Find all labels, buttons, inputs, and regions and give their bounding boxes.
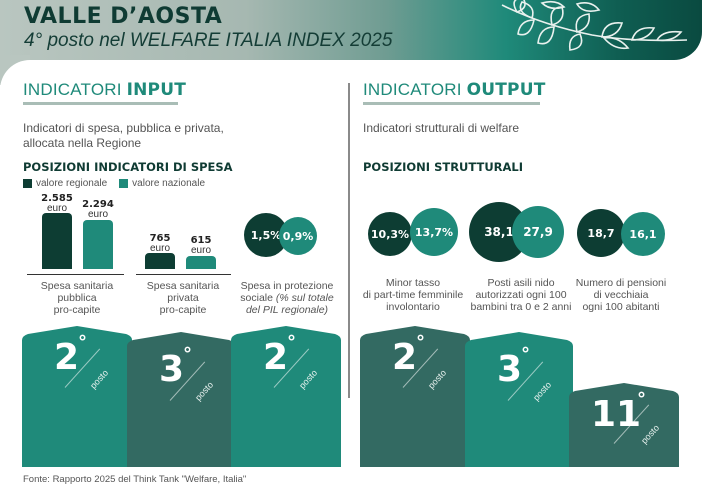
legend-label-national: valore nazionale	[132, 178, 205, 189]
caption-line: pro-capite	[159, 304, 207, 316]
input-title-light: INDICATORI	[23, 80, 127, 99]
caption-line: Spesa sanitaria	[146, 280, 220, 292]
value-number: 2.294	[82, 199, 114, 210]
bar-public-national	[83, 220, 113, 269]
rank-degree: °	[287, 332, 296, 353]
value-number: 615	[190, 235, 212, 246]
bar-public-regional	[42, 213, 72, 269]
rank-number: 2	[54, 337, 80, 378]
value-number: 765	[149, 233, 171, 244]
bar-private-regional	[145, 253, 175, 269]
caption-line: sociale	[240, 292, 276, 304]
circle-pensions-regional: 18,7	[577, 209, 625, 257]
rank-badge-public-health: 2 ° posto	[22, 326, 132, 467]
rank-degree: °	[183, 344, 192, 365]
input-positions-title: POSIZIONI INDICATORI DI SPESA	[23, 160, 233, 174]
value-unit: euro	[87, 209, 108, 220]
legend-label-regional: valore regionale	[36, 178, 108, 189]
rank-number: 3	[159, 349, 185, 390]
section-divider	[348, 83, 350, 398]
caption-line: privata	[167, 292, 199, 304]
caption-social-protection: Spesa in protezione sociale (% sul total…	[232, 280, 342, 316]
circle-parttime-regional: 10,3%	[368, 212, 412, 256]
rank-number: 2	[392, 337, 418, 378]
caption-parttime: Minor tasso di part-time femminile invol…	[358, 277, 468, 313]
bar-value-public-national: 2.294 euro	[73, 200, 123, 220]
value-unit: euro	[149, 243, 170, 254]
source-footnote: Fonte: Rapporto 2025 del Think Tank "Wel…	[23, 474, 247, 485]
bar-value-private-national: 615 euro	[176, 236, 226, 256]
bar-value-private-regional: 765 euro	[135, 234, 185, 254]
rank-badge-pensions: 11 ° posto	[569, 383, 679, 467]
rank-badge-parttime: 2 ° posto	[360, 326, 470, 467]
bar-baseline-private	[136, 274, 231, 275]
rank-degree: °	[416, 332, 425, 353]
bar-value-public-regional: 2.585 euro	[32, 194, 82, 214]
output-positions-title: POSIZIONI STRUTTURALI	[363, 160, 524, 174]
value-unit: euro	[190, 245, 211, 256]
caption-line: involontario	[386, 301, 440, 313]
leaf-branch-icon	[501, 0, 688, 51]
rank-number: 3	[497, 349, 523, 390]
ranking-subtitle: 4° posto nel WELFARE ITALIA INDEX 2025	[24, 30, 393, 51]
caption-line: bambini tra 0 e 2 anni	[470, 301, 572, 313]
output-description: Indicatori strutturali di welfare	[363, 121, 520, 135]
caption-public-health: Spesa sanitaria pubblica pro-capite	[27, 280, 127, 316]
rank-degree: °	[78, 332, 87, 353]
output-title-underline	[363, 102, 540, 105]
region-title: VALLE D’AOSTA	[24, 4, 223, 29]
rank-number: 2	[263, 337, 289, 378]
legend-national: valore nazionale	[119, 178, 205, 189]
caption-pensions: Numero di pensioni di vecchiaia ogni 100…	[566, 277, 676, 313]
caption-line: Posti asili nido	[487, 277, 555, 289]
value-unit: euro	[46, 203, 67, 214]
legend-swatch-regional	[23, 179, 32, 188]
caption-line: Spesa sanitaria	[40, 280, 114, 292]
value-number: 2.585	[41, 193, 73, 204]
caption-line: pro-capite	[53, 304, 101, 316]
caption-line: autorizzati ogni 100	[475, 289, 567, 301]
input-section-title: INDICATORI INPUT	[23, 80, 186, 100]
input-description-line1: Indicatori di spesa, pubblica e privata,	[23, 121, 224, 135]
caption-private-health: Spesa sanitaria privata pro-capite	[133, 280, 233, 316]
rank-badge-nursery: 3 ° posto	[465, 332, 573, 467]
caption-line: di part-time femminile	[362, 289, 464, 301]
chart-legend: valore regionale valore nazionale	[23, 178, 205, 189]
rank-badge-social-protection: 2 ° posto	[231, 326, 341, 467]
circle-pensions-national: 16,1	[621, 212, 665, 256]
input-title-underline	[23, 102, 178, 105]
circle-parttime-national: 13,7%	[410, 208, 458, 256]
header-banner: VALLE D’AOSTA 4° posto nel WELFARE ITALI…	[0, 0, 702, 60]
caption-note: (% sul totale	[275, 292, 334, 304]
circle-social-national: 0,9%	[279, 217, 317, 255]
legend-regional: valore regionale	[23, 178, 107, 189]
caption-line: di vecchiaia	[593, 289, 649, 301]
rank-number: 11	[591, 394, 642, 435]
input-description: Indicatori di spesa, pubblica e privata,…	[23, 121, 224, 151]
caption-line: Minor tasso	[385, 277, 441, 289]
bar-private-national	[186, 256, 216, 269]
caption-note: del PIL regionale)	[245, 304, 329, 316]
rank-badge-private-health: 3 ° posto	[127, 332, 235, 467]
caption-line: pubblica	[57, 292, 97, 304]
rank-degree: °	[637, 389, 646, 410]
output-title-bold: OUTPUT	[466, 80, 546, 100]
rank-degree: °	[521, 344, 530, 365]
circle-nursery-national: 27,9	[512, 206, 564, 258]
output-title-light: INDICATORI	[363, 80, 467, 99]
caption-line: Spesa in protezione	[240, 280, 334, 292]
legend-swatch-national	[119, 179, 129, 188]
output-section-title: INDICATORI OUTPUT	[363, 80, 546, 100]
caption-line: ogni 100 abitanti	[582, 301, 660, 313]
caption-nursery: Posti asili nido autorizzati ogni 100 ba…	[466, 277, 576, 313]
circle-social-regional: 1,5%	[244, 213, 288, 257]
input-description-line2: allocata nella Regione	[23, 136, 142, 150]
input-title-bold: INPUT	[126, 80, 186, 100]
bar-baseline-public	[27, 274, 124, 275]
caption-line: Numero di pensioni	[575, 277, 667, 289]
